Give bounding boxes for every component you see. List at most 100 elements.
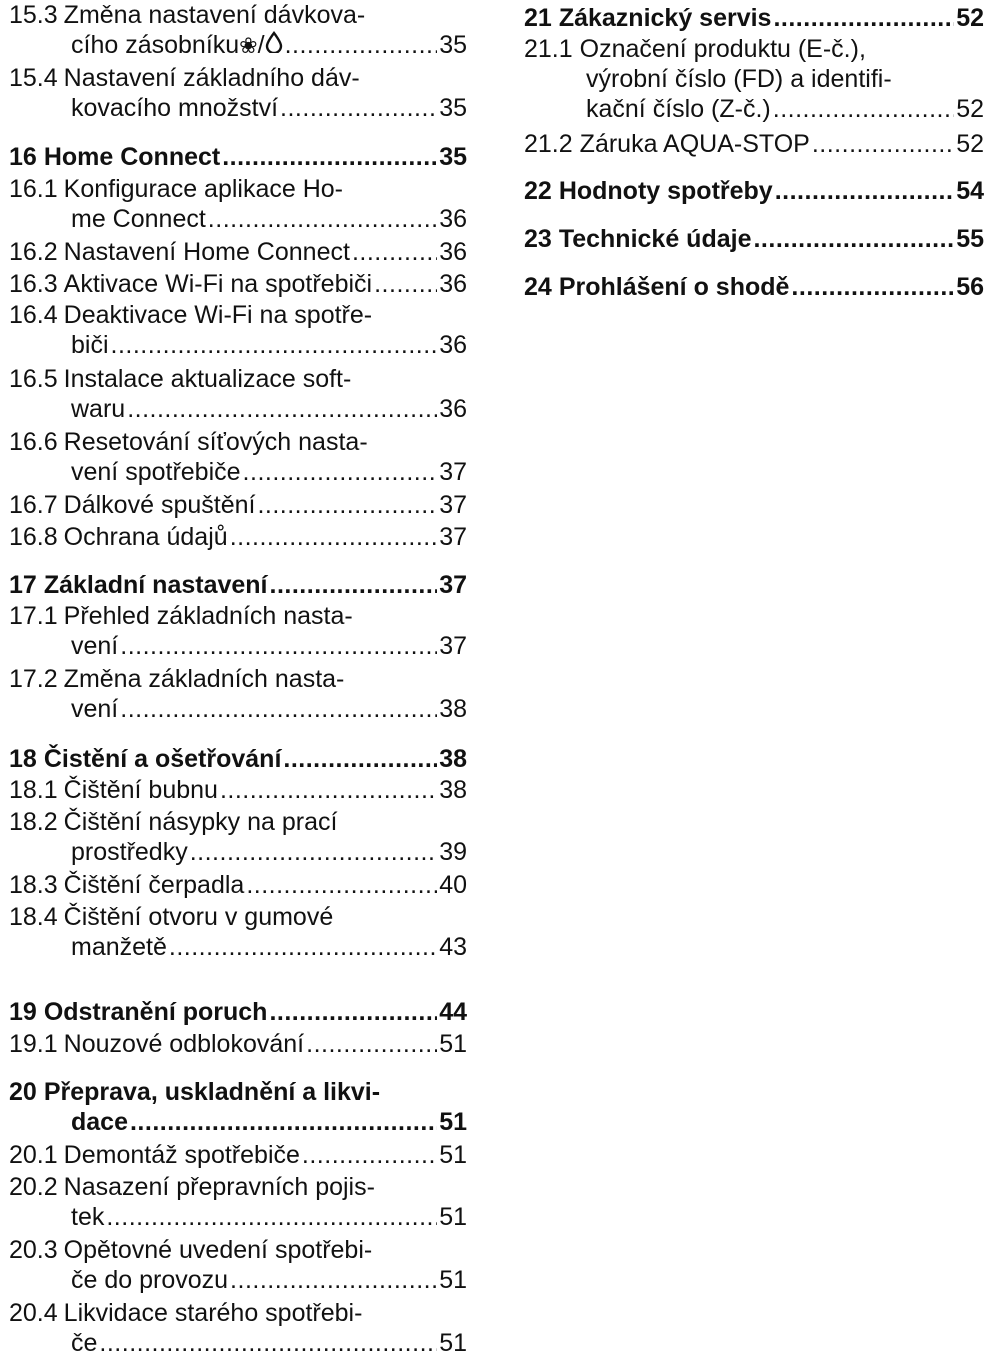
leader-dots	[306, 1029, 437, 1059]
toc-page-number: 38	[439, 745, 467, 773]
toc-entry-line: 16.4 Deaktivace Wi-Fi na spotře-	[9, 300, 467, 330]
toc-entry-title: Změna základních nasta-	[63, 665, 345, 693]
toc-page-number: 40	[439, 871, 467, 899]
toc-entry-title: Záruka AQUA-STOP	[579, 130, 810, 158]
toc-entry-number: 16.5	[9, 365, 58, 393]
leader-dots	[99, 1328, 437, 1358]
leader-dots	[230, 1265, 437, 1295]
toc-page-number: 37	[439, 491, 467, 519]
toc-entry-number: 24	[524, 273, 552, 301]
toc-entry-title: Čištění čerpadla	[63, 871, 245, 899]
toc-entry-line: 15.3 Změna nastavení dávkova-	[9, 0, 467, 30]
toc-entry-title: Deaktivace Wi-Fi na spotře-	[63, 301, 373, 329]
leader-dots	[285, 30, 438, 60]
toc-entry-title: Označení produktu (E-č.),	[579, 35, 866, 63]
toc-entry-title: cího zásobníku	[71, 31, 240, 59]
toc-page-number: 52	[956, 4, 984, 32]
toc-entry-number: 23	[524, 225, 552, 253]
toc-entry-line: 17.1 Přehled základních nasta-	[9, 601, 467, 631]
toc-entry-line: me Connect 36	[9, 204, 467, 234]
toc-section-entry[interactable]: 15.3 Změna nastavení dávkova-cího zásobní…	[9, 0, 467, 60]
toc-entry-number: 20.1	[9, 1141, 58, 1169]
toc-entry-line: 18.2 Čištění násypky na prací	[9, 807, 467, 837]
toc-entry-title: prostředky	[71, 838, 188, 866]
toc-page-number: 35	[439, 31, 467, 59]
toc-section-entry[interactable]: 15.4 Nastavení základního dáv-kovacího mn…	[9, 63, 467, 123]
toc-entry-title: vení	[71, 695, 119, 723]
leader-dots	[269, 997, 437, 1027]
toc-page-number: 56	[956, 273, 984, 301]
toc-page-number: 37	[439, 523, 467, 551]
toc-entry-line: dace 51	[9, 1107, 467, 1137]
toc-entry-title: Aktivace Wi-Fi na spotřebiči	[63, 270, 373, 298]
toc-entry-title: Čistění a ošetřování	[43, 745, 282, 773]
toc-entry-title: dace	[71, 1108, 128, 1136]
toc-entry-line: 20.2 Nasazení přepravních pojis-	[9, 1172, 467, 1202]
toc-section-entry[interactable]: 16.6 Resetování síťových nasta-vení spotř…	[9, 427, 467, 487]
toc-entry-line: 16.1 Konfigurace aplikace Ho-	[9, 174, 467, 204]
toc-section-entry[interactable]: 21.1 Označení produktu (E-č.), výrobní čís…	[524, 34, 984, 124]
leader-dots	[753, 224, 954, 254]
toc-entry-line: če 51	[9, 1328, 467, 1358]
toc-entry-line: 20.4 Likvidace starého spotřebi-	[9, 1298, 467, 1328]
toc-section-entry[interactable]: 20.3 Opětovné uvedení spotřebi-če do prov…	[9, 1235, 467, 1295]
leader-dots	[773, 3, 954, 33]
leader-dots	[220, 775, 437, 805]
toc-entry-number: 18.4	[9, 903, 58, 931]
leader-dots	[791, 272, 954, 302]
toc-entry-title: če	[71, 1329, 98, 1357]
toc-entry-number: 16.4	[9, 301, 58, 329]
toc-entry-title: Ochrana údajů	[63, 523, 228, 551]
leader-dots	[302, 1140, 437, 1170]
toc-entry-line: če do provozu 51	[9, 1265, 467, 1295]
toc-page-number: 43	[439, 933, 467, 961]
toc-entry-title: Demontáž spotřebiče	[63, 1141, 300, 1169]
toc-entry-title: Čištění násypky na prací	[63, 808, 338, 836]
toc-entry-title: Dálkové spuštění	[63, 491, 256, 519]
toc-entry-line: 15.4 Nastavení základního dáv-	[9, 63, 467, 93]
toc-page-number: 38	[439, 776, 467, 804]
toc-entry-title: kovacího množství	[71, 94, 279, 122]
leader-dots	[127, 394, 437, 424]
toc-entry-number: 21	[524, 4, 552, 32]
toc-entry-number: 18.3	[9, 871, 58, 899]
toc-entry-line: kační číslo (Z-č.) 52	[524, 94, 984, 124]
toc-entry-line: vení 37	[9, 631, 467, 661]
leader-dots	[352, 237, 437, 267]
toc-entry-number: 22	[524, 177, 552, 205]
toc-entry-title: Odstranění poruch	[43, 998, 268, 1026]
